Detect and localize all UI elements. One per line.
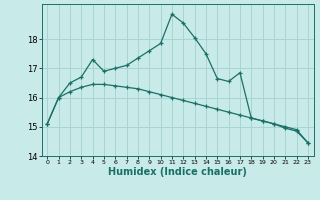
X-axis label: Humidex (Indice chaleur): Humidex (Indice chaleur) [108,167,247,177]
